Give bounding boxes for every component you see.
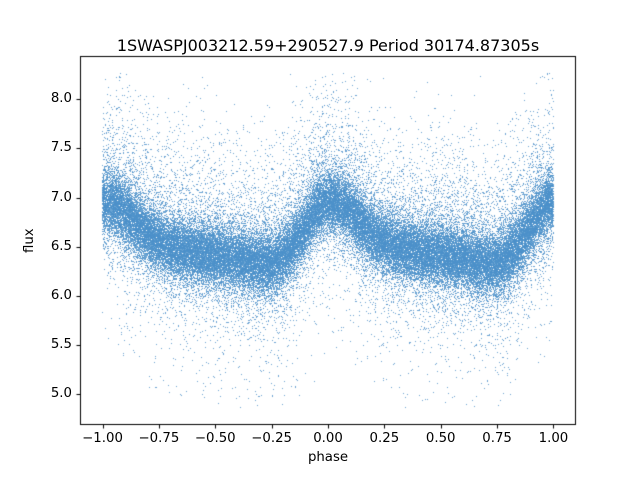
x-tick-label: −0.50 — [194, 431, 236, 446]
x-tick-label: 1.00 — [538, 431, 569, 446]
x-tick-label: 0.00 — [313, 431, 343, 446]
x-tick-label: −1.00 — [82, 431, 123, 446]
y-tick-label: 5.0 — [50, 386, 72, 402]
x-axis-label: phase — [307, 450, 349, 465]
x-tick-label: −0.25 — [251, 431, 292, 446]
y-tick-label: 6.0 — [50, 288, 72, 304]
y-tick-label: 7.5 — [50, 140, 72, 156]
y-tick-label: 6.5 — [50, 238, 72, 254]
y-tick-label: 7.0 — [50, 189, 72, 205]
chart-title: 1SWASPJ003212.59+290527.9 Period 30174.8… — [116, 36, 540, 55]
x-tick-label: 0.25 — [369, 431, 400, 446]
x-tick-label: −0.75 — [138, 431, 180, 446]
y-tick-label: 5.5 — [50, 337, 72, 353]
y-tick-label: 8.0 — [50, 91, 72, 107]
x-tick-label: 0.75 — [482, 431, 512, 446]
x-tick-label: 0.50 — [425, 431, 456, 446]
